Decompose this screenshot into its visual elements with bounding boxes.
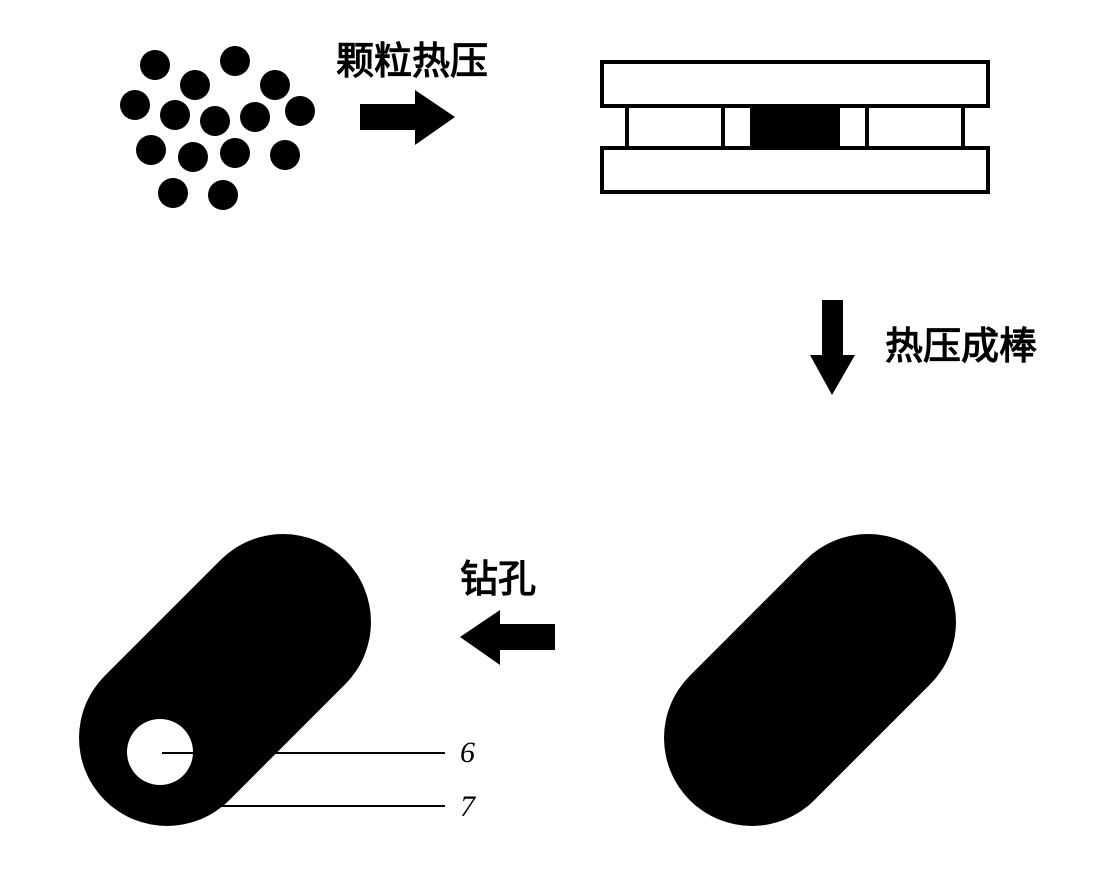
press-plate-top xyxy=(600,60,990,108)
hot-press xyxy=(600,60,990,195)
particle-dot xyxy=(220,46,250,76)
particle-dot xyxy=(270,140,300,170)
label-step3: 钻孔 xyxy=(460,548,536,603)
leader-line-7 xyxy=(186,805,445,807)
callout-6: 6 xyxy=(460,736,475,770)
particle-dot xyxy=(140,50,170,80)
label-step2: 热压成棒 xyxy=(885,315,1037,370)
particle-dot xyxy=(285,96,315,126)
particle-dot xyxy=(158,178,188,208)
arrow-down-icon xyxy=(810,300,855,395)
particle-dot xyxy=(260,70,290,100)
arrow-right-icon xyxy=(360,90,455,145)
particle-dot xyxy=(220,138,250,168)
press-tab-left xyxy=(625,108,725,146)
label-step1: 颗粒热压 xyxy=(336,30,488,85)
particle-dot xyxy=(208,180,238,210)
particles-cluster xyxy=(100,40,310,210)
arrow-left-icon xyxy=(460,610,555,665)
callout-7: 7 xyxy=(460,790,475,824)
particle-dot xyxy=(240,102,270,132)
particle-dot xyxy=(180,70,210,100)
particle-dot xyxy=(200,106,230,136)
particle-dot xyxy=(120,90,150,120)
rod-solid xyxy=(640,480,980,880)
press-plate-bottom xyxy=(600,146,990,194)
press-sample xyxy=(750,108,840,146)
press-tab-right xyxy=(865,108,965,146)
particle-dot xyxy=(160,100,190,130)
leader-line-6 xyxy=(162,752,445,754)
rod-drilled xyxy=(55,480,395,880)
particle-dot xyxy=(178,142,208,172)
particle-dot xyxy=(136,135,166,165)
